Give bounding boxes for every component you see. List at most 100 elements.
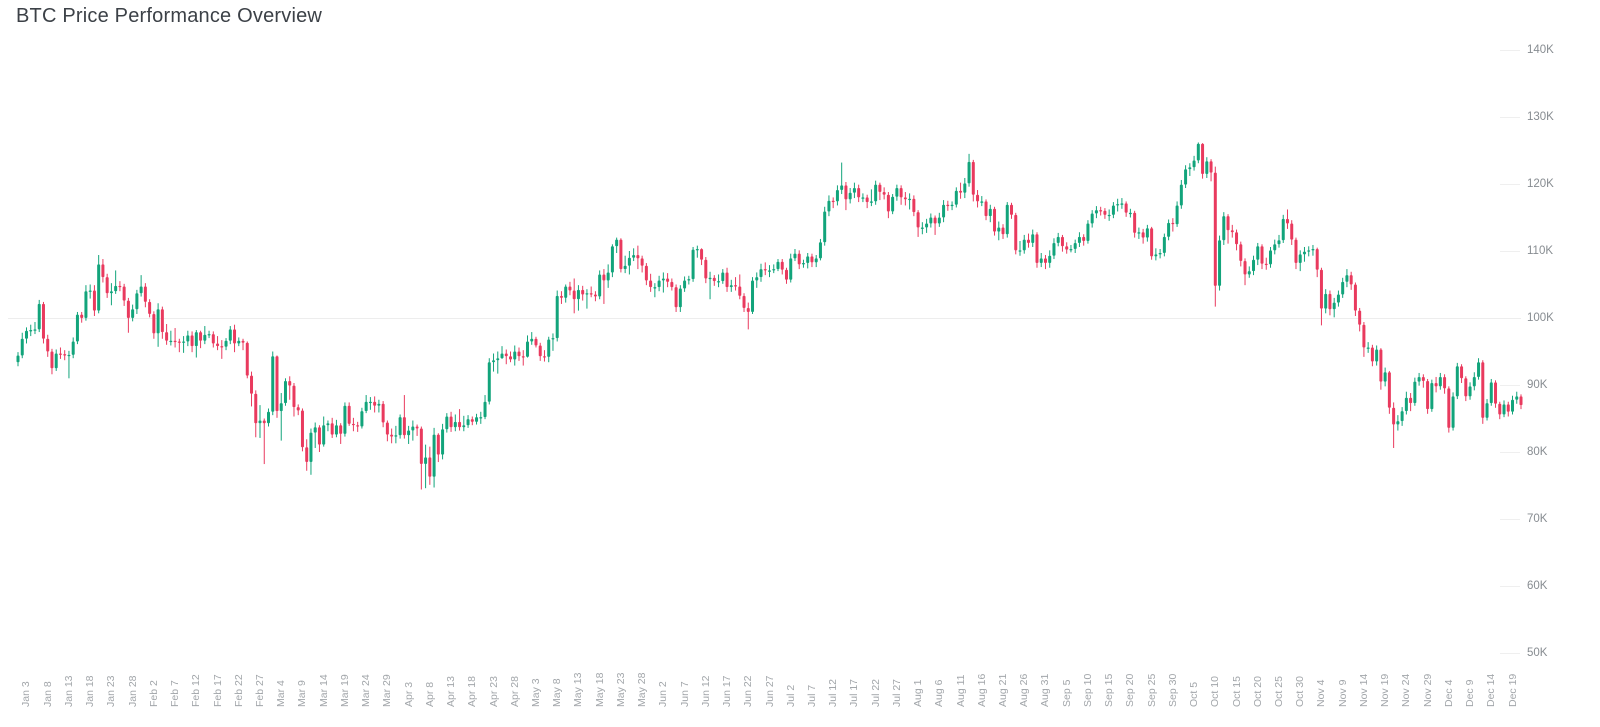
- candle-Mar-20[interactable]: [347, 405, 351, 424]
- candle-Mar-9[interactable]: [300, 410, 304, 448]
- candle-Sep-1[interactable]: [1048, 255, 1052, 264]
- candle-Apr-1[interactable]: [398, 417, 402, 436]
- candle-Oct-16[interactable]: [1239, 244, 1243, 262]
- candle-Mar-6[interactable]: [288, 380, 292, 386]
- candle-May-11[interactable]: [568, 286, 572, 291]
- candle-May-17[interactable]: [593, 294, 597, 297]
- candle-Jul-25[interactable]: [886, 194, 890, 212]
- candle-Mar-16[interactable]: [330, 423, 334, 435]
- candle-Apr-26[interactable]: [504, 353, 508, 357]
- candle-Mar-11[interactable]: [309, 432, 313, 463]
- candle-Jun-6[interactable]: [678, 288, 682, 308]
- candle-Jun-28[interactable]: [772, 269, 776, 271]
- candle-Sep-10[interactable]: [1086, 223, 1090, 241]
- candle-Nov-25[interactable]: [1409, 397, 1413, 404]
- candle-Jan-28[interactable]: [131, 309, 135, 318]
- candle-Oct-2[interactable]: [1179, 184, 1183, 206]
- candle-Jan-7[interactable]: [41, 303, 45, 339]
- candle-Aug-23[interactable]: [1010, 204, 1014, 215]
- candle-May-27[interactable]: [636, 255, 640, 259]
- candle-Dec-11[interactable]: [1477, 362, 1481, 377]
- candle-Jun-1[interactable]: [657, 280, 661, 288]
- candle-Jul-2[interactable]: [789, 258, 793, 280]
- candle-Dec-15[interactable]: [1494, 382, 1498, 404]
- candle-May-2[interactable]: [530, 338, 534, 342]
- candle-Feb-8[interactable]: [177, 341, 181, 343]
- candle-Sep-13[interactable]: [1099, 210, 1103, 212]
- candle-Sep-19[interactable]: [1124, 203, 1128, 213]
- candle-Jan-4[interactable]: [29, 330, 33, 332]
- candle-Oct-22[interactable]: [1264, 263, 1268, 266]
- candle-Aug-15[interactable]: [976, 194, 980, 202]
- candle-Jul-10[interactable]: [823, 211, 827, 243]
- candle-Mar-12[interactable]: [313, 427, 317, 433]
- candle-May-1[interactable]: [525, 341, 529, 357]
- candle-Jul-1[interactable]: [784, 269, 788, 280]
- candle-Nov-20[interactable]: [1387, 372, 1391, 408]
- candle-Jan-10[interactable]: [54, 353, 58, 369]
- candle-Jan-30[interactable]: [139, 286, 143, 294]
- candle-May-21[interactable]: [610, 246, 614, 273]
- candle-Dec-5[interactable]: [1451, 396, 1455, 428]
- candle-Aug-19[interactable]: [993, 208, 997, 232]
- candle-May-22[interactable]: [615, 239, 619, 247]
- candle-Sep-23[interactable]: [1141, 232, 1145, 238]
- candle-May-15[interactable]: [585, 293, 589, 295]
- candle-Jun-20[interactable]: [738, 286, 742, 296]
- candle-Mar-31[interactable]: [394, 435, 398, 437]
- candle-Nov-13[interactable]: [1358, 310, 1362, 325]
- candle-Jan-13[interactable]: [67, 354, 71, 357]
- candle-Dec-9[interactable]: [1468, 386, 1472, 397]
- candle-Apr-19[interactable]: [475, 417, 479, 422]
- candle-Oct-14[interactable]: [1230, 230, 1234, 233]
- candle-Jan-17[interactable]: [84, 291, 88, 318]
- candle-May-24[interactable]: [623, 265, 627, 270]
- candle-Apr-27[interactable]: [509, 356, 513, 360]
- candle-Mar-1[interactable]: [267, 411, 270, 424]
- candle-Dec-18[interactable]: [1506, 404, 1510, 412]
- candle-Jul-29[interactable]: [903, 197, 907, 200]
- candle-Dec-7[interactable]: [1460, 366, 1464, 379]
- candle-Apr-24[interactable]: [496, 358, 500, 361]
- candle-Mar-2[interactable]: [271, 356, 275, 412]
- candle-May-8[interactable]: [555, 295, 559, 339]
- candle-Jan-23[interactable]: [109, 291, 113, 294]
- candle-Sep-5[interactable]: [1065, 246, 1069, 250]
- candle-Apr-11[interactable]: [441, 429, 445, 455]
- candle-Oct-17[interactable]: [1243, 261, 1247, 275]
- candle-Feb-28[interactable]: [262, 420, 266, 424]
- candle-Nov-10[interactable]: [1345, 275, 1349, 282]
- candle-Aug-27[interactable]: [1026, 239, 1030, 243]
- candle-Sep-7[interactable]: [1073, 242, 1077, 249]
- candle-Oct-18[interactable]: [1247, 271, 1251, 275]
- candle-Jun-29[interactable]: [776, 261, 780, 270]
- candle-Jul-5[interactable]: [801, 263, 805, 265]
- candle-Jan-21[interactable]: [101, 264, 105, 278]
- candle-Mar-13[interactable]: [317, 427, 321, 445]
- candle-Jun-21[interactable]: [742, 295, 746, 308]
- candle-Feb-6[interactable]: [169, 340, 173, 343]
- candle-Feb-26[interactable]: [254, 393, 258, 424]
- candle-Jun-15[interactable]: [717, 281, 721, 283]
- candle-May-30[interactable]: [649, 280, 653, 288]
- candle-Jul-28[interactable]: [899, 188, 903, 198]
- candle-Jul-9[interactable]: [818, 242, 822, 259]
- candle-Oct-19[interactable]: [1252, 259, 1256, 272]
- candle-Mar-28[interactable]: [381, 403, 385, 423]
- candle-Aug-2[interactable]: [920, 227, 924, 229]
- candle-Dec-17[interactable]: [1502, 404, 1506, 415]
- candle-Jun-12[interactable]: [704, 259, 708, 279]
- candle-Oct-7[interactable]: [1201, 143, 1205, 174]
- candle-Feb-21[interactable]: [233, 329, 237, 344]
- candle-Nov-6[interactable]: [1328, 293, 1332, 310]
- candle-Dec-16[interactable]: [1498, 403, 1502, 415]
- candle-Dec-3[interactable]: [1443, 376, 1447, 389]
- candle-Nov-30[interactable]: [1430, 382, 1434, 410]
- candle-Oct-27[interactable]: [1285, 218, 1289, 224]
- candle-Jun-17[interactable]: [725, 272, 729, 288]
- candle-Dec-19[interactable]: [1511, 399, 1515, 412]
- candle-Apr-15[interactable]: [458, 421, 462, 428]
- candle-Dec-20[interactable]: [1515, 396, 1519, 400]
- candle-Jul-31[interactable]: [912, 198, 916, 213]
- candle-Nov-3[interactable]: [1315, 248, 1319, 270]
